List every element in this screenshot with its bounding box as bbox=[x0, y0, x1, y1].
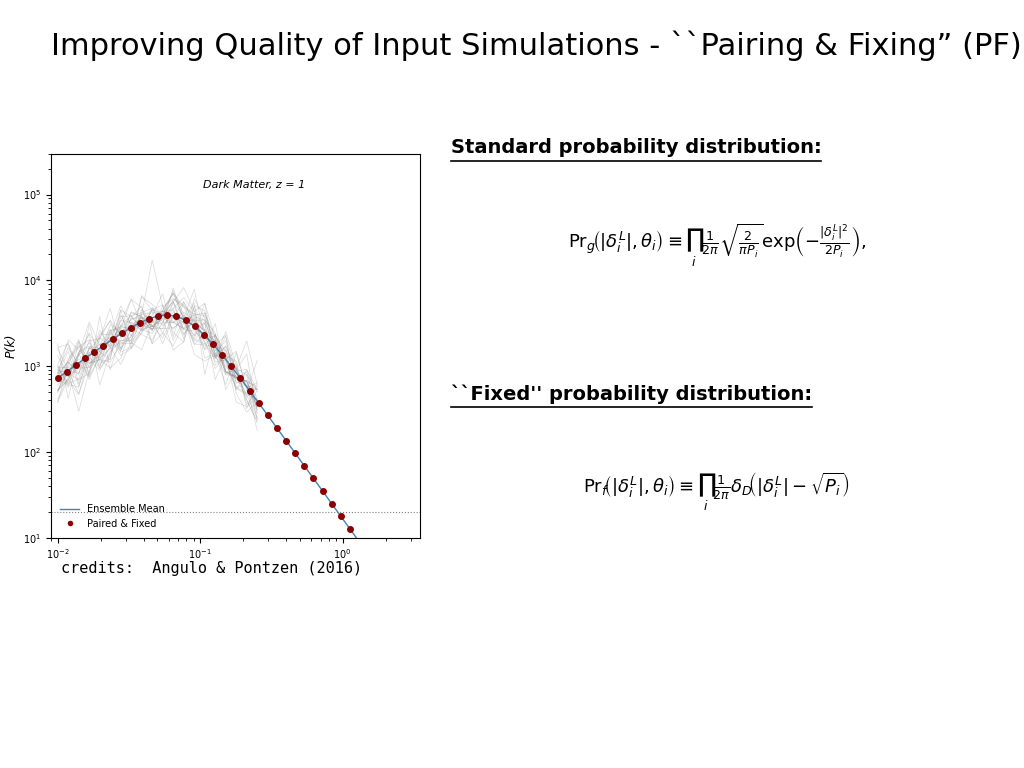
Text: $\mathrm{Pr}_g\!\left(|\delta_i^L|, \theta_i\right) \equiv \prod_i \frac{1}{2\pi: $\mathrm{Pr}_g\!\left(|\delta_i^L|, \the… bbox=[567, 222, 866, 270]
Text: Improving Quality of Input Simulations - ``Pairing & Fixing” (PF): Improving Quality of Input Simulations -… bbox=[51, 31, 1022, 61]
Text: Dark Matter, z = 1: Dark Matter, z = 1 bbox=[203, 180, 305, 190]
Y-axis label: P(k): P(k) bbox=[4, 333, 17, 358]
Text: Standard probability distribution:: Standard probability distribution: bbox=[451, 138, 821, 157]
Text: credits:  Angulo & Pontzen (2016): credits: Angulo & Pontzen (2016) bbox=[61, 561, 362, 576]
Text: $\mathrm{Pr}_f\!\left(|\delta_i^L|, \theta_i\right) \equiv \prod_i \frac{1}{2\pi: $\mathrm{Pr}_f\!\left(|\delta_i^L|, \the… bbox=[584, 470, 850, 513]
Text: ``Fixed'' probability distribution:: ``Fixed'' probability distribution: bbox=[451, 384, 812, 403]
Legend: Ensemble Mean, Paired & Fixed: Ensemble Mean, Paired & Fixed bbox=[56, 500, 169, 533]
